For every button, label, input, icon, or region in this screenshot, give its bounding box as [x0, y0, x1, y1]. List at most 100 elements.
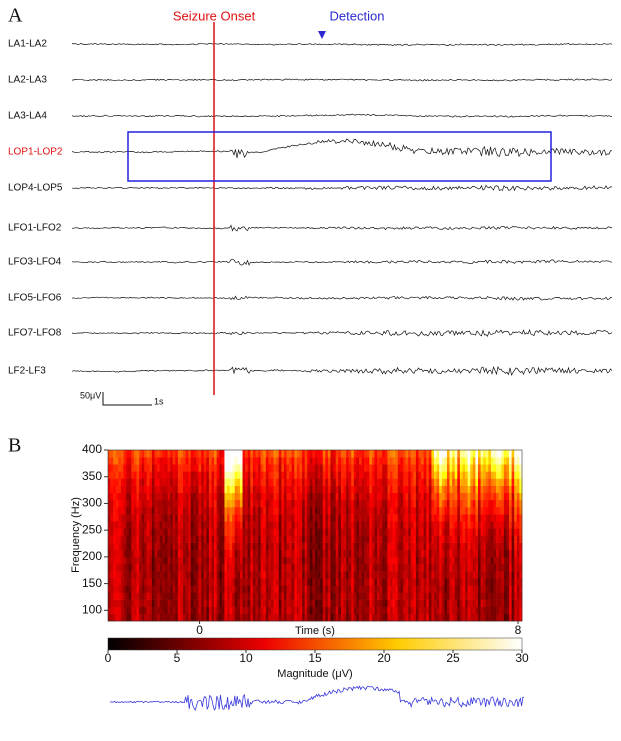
spectrogram-cell: [245, 535, 249, 543]
spectrogram-cell: [498, 535, 502, 543]
spectrogram-cell: [268, 450, 272, 458]
spectrogram-cell: [237, 606, 241, 615]
spectrogram-cell: [503, 528, 507, 536]
spectrogram-cell: [201, 471, 205, 479]
spectrogram-cell: [343, 507, 347, 515]
spectrogram-cell: [281, 578, 285, 586]
spectrogram-cell: [397, 606, 401, 615]
spectrogram-cell: [307, 464, 311, 472]
spectrogram-cell: [431, 514, 435, 522]
spectrogram-cell: [454, 457, 458, 465]
spectrogram-cell: [206, 578, 210, 586]
spectrogram-cell: [501, 528, 505, 536]
spectrogram-cell: [496, 613, 500, 622]
spectrogram-cell: [214, 556, 217, 565]
spectrogram-cell: [214, 592, 217, 600]
spectrogram-cell: [330, 521, 334, 529]
spectrogram-cell: [496, 499, 500, 508]
spectrogram-cell: [133, 457, 137, 465]
spectrogram-cell: [255, 507, 259, 515]
spectrogram-cell: [198, 507, 202, 515]
spectrogram-cell: [180, 478, 184, 486]
spectrogram-cell: [128, 585, 132, 593]
spectrogram-cell: [519, 613, 523, 622]
spectrogram-cell: [335, 606, 339, 615]
spectrogram-cell: [410, 592, 414, 600]
spectrogram-cell: [203, 492, 207, 501]
spectrogram-cell: [183, 492, 186, 501]
spectrogram-cell: [141, 592, 145, 600]
spectrogram-cell: [216, 592, 220, 600]
spectrogram-cell: [459, 499, 463, 508]
spectrogram-cell: [216, 485, 220, 494]
spectrogram-cell: [224, 578, 228, 586]
spectrogram-cell: [501, 556, 505, 565]
spectrogram-cell: [358, 492, 362, 501]
spectrogram-cell: [260, 556, 264, 565]
spectrogram-cell: [146, 599, 150, 608]
spectrogram-cell: [126, 485, 129, 494]
spectrogram-cell: [208, 528, 212, 536]
spectrogram-cell: [265, 492, 269, 501]
spectrogram-cell: [245, 613, 249, 622]
spectrogram-cell: [296, 599, 300, 608]
spectrogram-cell: [428, 478, 432, 486]
spectrogram-cell: [325, 578, 329, 586]
trace: [71, 78, 613, 82]
spectrogram-cell: [190, 556, 194, 565]
spectrogram-cell: [454, 542, 458, 551]
spectrogram-cell: [208, 613, 212, 622]
spectrogram-cell: [418, 599, 422, 608]
spectrogram-cell: [265, 535, 269, 543]
spectrogram-cell: [480, 521, 484, 529]
spectrogram-cell: [278, 457, 282, 465]
spectrogram-cell: [449, 571, 453, 579]
spectrogram-cell: [242, 585, 246, 593]
spectrogram-cell: [392, 521, 396, 529]
spectrogram-cell: [216, 613, 220, 622]
spectrogram-cell: [449, 585, 453, 593]
spectrogram-cell: [358, 457, 362, 465]
spectrogram-cell: [320, 464, 324, 472]
spectrogram-cell: [203, 549, 207, 558]
spectrogram-cell: [286, 528, 290, 536]
spectrogram-cell: [268, 549, 272, 558]
spectrogram-cell: [206, 613, 210, 622]
spectrogram-cell: [146, 485, 150, 494]
spectrogram-cell: [351, 549, 355, 558]
spectrogram-cell: [366, 485, 370, 494]
spectrogram-cell: [315, 457, 318, 465]
spectrogram-cell: [128, 542, 132, 551]
spectrogram-cell: [299, 564, 303, 572]
spectrogram-cell: [369, 535, 373, 543]
spectrogram-cell: [188, 592, 192, 600]
spectrogram-cell: [294, 492, 298, 501]
spectrogram-cell: [496, 542, 500, 551]
spectrogram-cell: [428, 592, 432, 600]
spectrogram-cell: [452, 457, 456, 465]
spectrogram-cell: [177, 578, 181, 586]
spectrogram-cell: [198, 549, 202, 558]
spectrogram-cell: [353, 585, 357, 593]
spectrogram-cell: [208, 556, 212, 565]
spectrogram-cell: [123, 514, 127, 522]
spectrogram-cell: [193, 492, 197, 501]
spectrogram-cell: [353, 499, 357, 508]
spectrogram-cell: [177, 549, 181, 558]
spectrogram-cell: [488, 585, 492, 593]
spectrogram-cell: [237, 528, 241, 536]
spectrogram-cell: [214, 485, 217, 494]
spectrogram-cell: [483, 450, 487, 458]
spectrogram-cell: [465, 599, 468, 608]
spectrogram-cell: [239, 613, 243, 622]
spectrogram-cell: [364, 464, 368, 472]
spectrogram-cell: [392, 528, 396, 536]
spectrogram-cell: [133, 492, 137, 501]
spectrogram-cell: [441, 450, 445, 458]
spectrogram-cell: [496, 478, 500, 486]
spectrogram-cell: [162, 457, 166, 465]
spectrogram-cell: [131, 613, 135, 622]
spectrogram-cell: [395, 578, 399, 586]
spectrogram-cell: [203, 613, 207, 622]
spectrogram-cell: [325, 599, 329, 608]
